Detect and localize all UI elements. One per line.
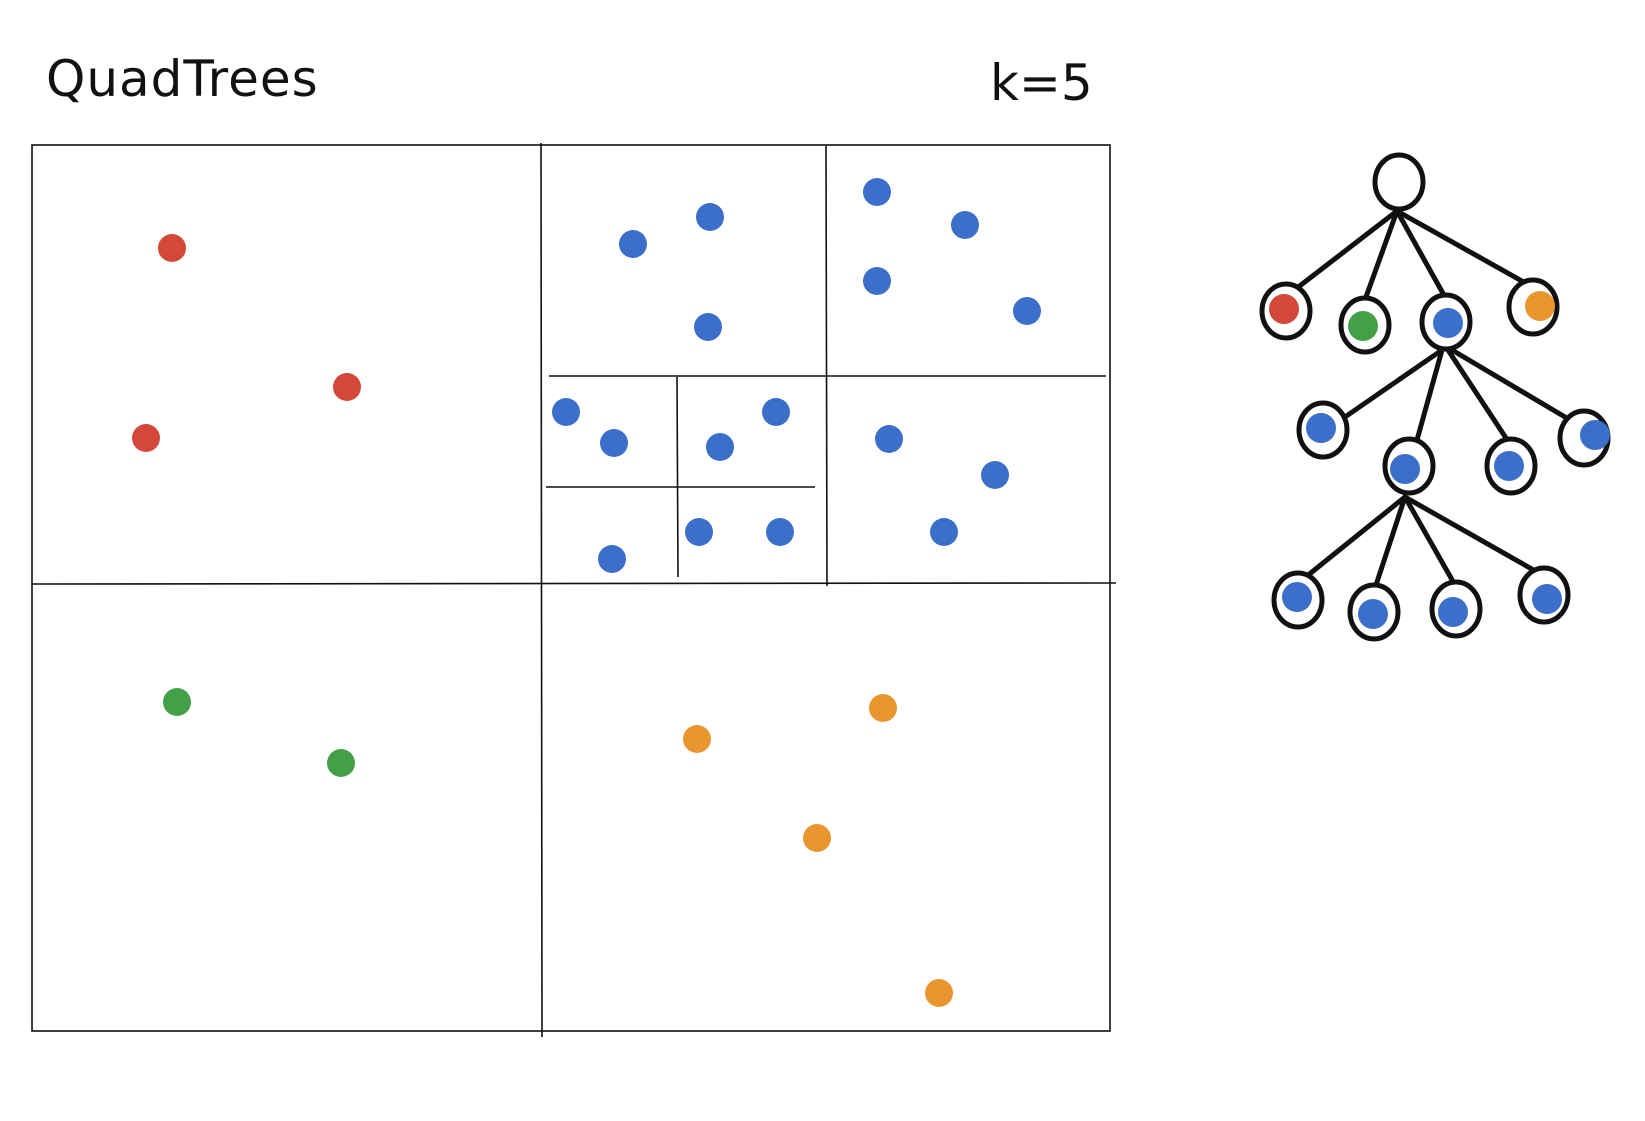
point-blue <box>981 461 1009 489</box>
point-blue <box>696 203 724 231</box>
tree-node-dot <box>1390 454 1420 484</box>
point-green <box>327 749 355 777</box>
tree-node-orange <box>1506 277 1560 337</box>
tree-node-dot <box>1532 584 1562 614</box>
tree-node-blue <box>1429 579 1483 639</box>
quadtree-plane <box>31 142 1117 1038</box>
tree-node-dot <box>1580 420 1610 450</box>
point-blue <box>598 545 626 573</box>
tree-edge <box>1394 208 1448 300</box>
k-label: k=5 <box>990 54 1093 112</box>
point-blue <box>694 313 722 341</box>
point-red <box>333 373 361 401</box>
diagram-title: QuadTrees <box>46 50 319 108</box>
tree-edge <box>1342 347 1445 420</box>
point-blue <box>600 429 628 457</box>
split-vertical-ne <box>825 145 828 587</box>
tree-edge <box>1414 347 1445 443</box>
tree-edge <box>1394 208 1541 293</box>
point-blue <box>762 398 790 426</box>
tree-diagram <box>1259 152 1611 642</box>
tree-node-dot <box>1358 599 1388 629</box>
point-blue <box>951 211 979 239</box>
tree-node-root <box>1372 152 1426 212</box>
plane-border <box>31 144 1111 1032</box>
tree-node-red <box>1259 281 1313 341</box>
split-vertical-ne-sw <box>676 376 679 578</box>
tree-node-blue <box>1271 570 1325 630</box>
tree-node-dot <box>1348 311 1378 341</box>
tree-node-blue <box>1419 292 1473 352</box>
point-orange <box>803 824 831 852</box>
split-vertical-main <box>540 142 543 1038</box>
tree-node-blue <box>1517 565 1571 625</box>
tree-edge <box>1402 494 1540 575</box>
tree-edge <box>1294 208 1400 291</box>
tree-node-dot <box>1433 308 1463 338</box>
point-blue <box>863 178 891 206</box>
point-blue <box>1013 297 1041 325</box>
tree-node-dot <box>1525 291 1555 321</box>
tree-edge <box>1363 208 1400 300</box>
tree-edge <box>1402 494 1458 588</box>
tree-node-green <box>1338 295 1392 355</box>
point-blue <box>706 433 734 461</box>
tree-node-dot <box>1494 451 1524 481</box>
tree-node-blue <box>1557 408 1611 468</box>
point-blue <box>685 518 713 546</box>
point-red <box>158 234 186 262</box>
tree-node-blue <box>1347 582 1401 642</box>
point-orange <box>925 979 953 1007</box>
point-orange <box>869 694 897 722</box>
tree-node-dot <box>1269 294 1299 324</box>
tree-node-blue <box>1484 436 1538 496</box>
tree-node-blue <box>1382 436 1436 496</box>
split-horizontal-main <box>31 582 1117 585</box>
tree-node-dot <box>1438 597 1468 627</box>
point-red <box>132 424 160 452</box>
tree-node-dot <box>1306 413 1336 443</box>
tree-edge <box>1449 347 1568 420</box>
tree-edges <box>1294 208 1568 588</box>
point-blue <box>619 230 647 258</box>
tree-edge <box>1445 347 1509 441</box>
points <box>132 178 1041 1007</box>
tree-edge <box>1373 494 1408 588</box>
tree-node-dot <box>1282 582 1312 612</box>
tree-node-ring <box>1372 152 1426 212</box>
point-blue <box>552 398 580 426</box>
point-blue <box>766 518 794 546</box>
point-blue <box>875 425 903 453</box>
point-green <box>163 688 191 716</box>
tree-node-blue <box>1296 400 1350 460</box>
point-orange <box>683 725 711 753</box>
tree-edge <box>1304 494 1408 579</box>
point-blue <box>930 518 958 546</box>
point-blue <box>863 267 891 295</box>
